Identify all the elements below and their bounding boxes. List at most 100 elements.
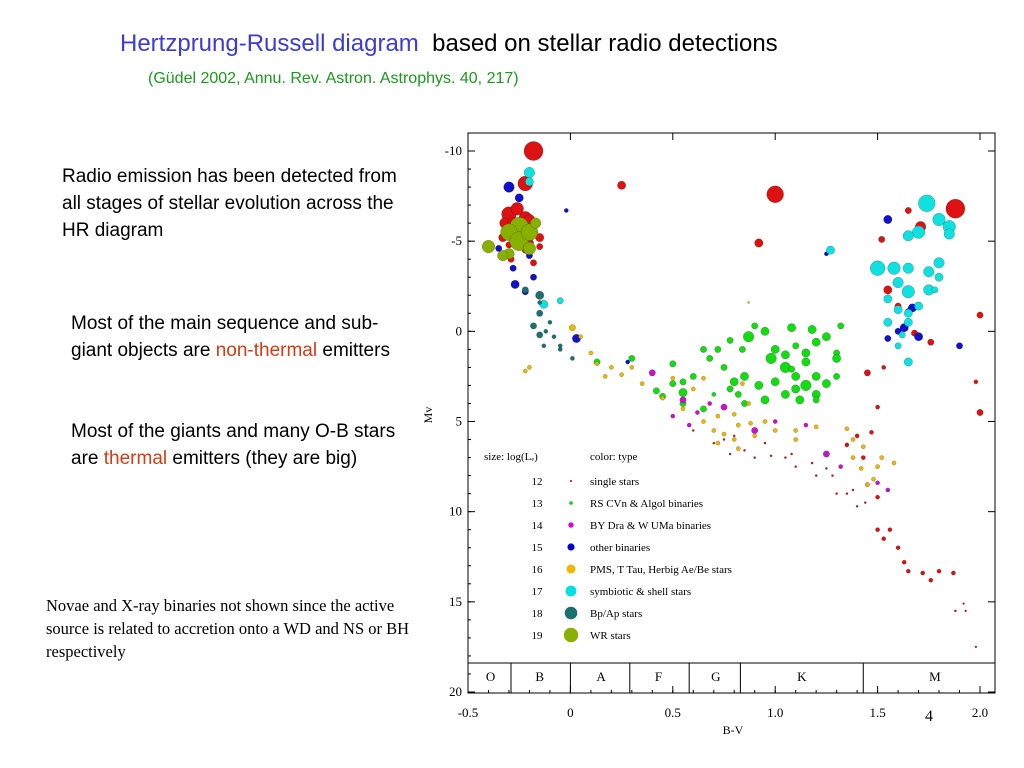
data-point <box>814 474 818 477</box>
data-point <box>690 386 696 392</box>
data-point <box>932 212 946 227</box>
data-point <box>928 577 934 583</box>
data-point <box>920 570 926 576</box>
data-point <box>833 372 841 380</box>
data-point <box>503 181 515 193</box>
legend-size: 18 <box>532 608 544 620</box>
data-point <box>734 390 742 398</box>
axes: -0.5 0 0.5 1.0 1.5 2.0 -10 -5 0 5 10 15 20 <box>445 133 995 720</box>
data-point <box>740 371 749 381</box>
data-point <box>801 357 811 367</box>
data-point <box>543 328 549 334</box>
data-point <box>754 380 764 390</box>
data-point <box>772 419 778 424</box>
data-point <box>711 428 717 433</box>
data-point <box>530 273 537 281</box>
data-point <box>686 422 692 428</box>
data-point <box>844 442 850 448</box>
data-point <box>588 350 594 356</box>
data-point <box>751 322 759 330</box>
data-point <box>845 492 849 495</box>
data-point <box>964 609 967 613</box>
legend-swatch <box>570 480 572 482</box>
data-point <box>678 388 688 398</box>
data-point <box>738 345 746 353</box>
legend-size: 15 <box>532 542 544 554</box>
data-point <box>850 437 856 442</box>
legend-label: Bp/Ap stars <box>590 608 642 620</box>
data-point <box>780 350 790 360</box>
legend-swatch <box>566 564 576 574</box>
data-point <box>825 467 828 470</box>
data-point <box>881 536 887 542</box>
data-point <box>731 437 737 442</box>
legend-swatch <box>563 627 579 643</box>
data-point <box>714 345 722 353</box>
data-point <box>813 424 819 430</box>
data-point <box>863 501 867 504</box>
footnote: Novae and X-ray binaries not shown since… <box>46 596 410 661</box>
data-point <box>766 185 784 203</box>
data-point <box>731 411 737 417</box>
data-point <box>976 311 984 319</box>
data-point <box>838 464 844 469</box>
data-point <box>770 377 780 387</box>
data-point <box>871 476 876 482</box>
data-point <box>754 238 764 248</box>
legend-size: 12 <box>532 476 543 488</box>
legend-size-header: size: log(Lₑ) <box>484 451 538 463</box>
data-point <box>951 570 956 576</box>
data-point <box>892 277 904 289</box>
plot-frame <box>467 132 996 694</box>
title-rest: based on stellar radio detections <box>432 30 778 57</box>
data-point <box>945 198 966 219</box>
data-point <box>530 322 537 330</box>
data-point <box>883 285 893 295</box>
data-points <box>481 141 984 649</box>
data-point <box>903 317 913 327</box>
data-point <box>570 356 575 361</box>
data-point <box>905 568 911 574</box>
data-point <box>753 456 757 459</box>
x-tick-label: 1.0 <box>767 705 783 720</box>
data-point <box>770 344 780 354</box>
legend-label: BY Dra & W UMa binaries <box>590 520 711 532</box>
data-point <box>807 325 817 334</box>
data-point <box>895 545 901 551</box>
data-point <box>893 305 903 315</box>
data-point <box>747 301 750 304</box>
data-point <box>715 413 721 419</box>
data-point <box>743 331 755 343</box>
data-point <box>602 374 608 379</box>
data-point <box>609 365 614 370</box>
data-point <box>902 262 914 274</box>
data-point <box>887 527 893 533</box>
y-tick-label: 5 <box>456 414 463 429</box>
data-point <box>898 331 906 339</box>
data-point <box>883 215 893 224</box>
y-tick-label: 10 <box>449 504 462 519</box>
data-point <box>669 380 677 388</box>
data-point <box>912 225 926 239</box>
paragraph-2: Most of the main sequence and sub-giant … <box>71 310 416 364</box>
legend-swatch <box>567 543 575 551</box>
data-point <box>726 385 734 393</box>
data-point <box>497 250 509 262</box>
paragraph-1: Radio emission has been detected from al… <box>62 166 397 241</box>
data-point <box>844 426 850 432</box>
data-point <box>535 290 545 300</box>
data-point <box>735 446 741 451</box>
data-point <box>837 322 845 330</box>
data-point <box>901 285 915 299</box>
paragraph-3-text: Most of the giants and many O-B stars ar… <box>71 421 396 469</box>
y-tick-label: -5 <box>451 233 462 248</box>
data-point <box>956 342 963 350</box>
data-point <box>652 387 660 395</box>
data-point <box>869 429 874 435</box>
legend-swatch <box>564 606 578 620</box>
spectral-class-label: K <box>797 669 807 684</box>
data-point <box>943 228 955 240</box>
y-axis-label: Mv <box>421 407 435 424</box>
data-point <box>780 389 790 399</box>
thermal-highlight: thermal <box>103 448 168 469</box>
